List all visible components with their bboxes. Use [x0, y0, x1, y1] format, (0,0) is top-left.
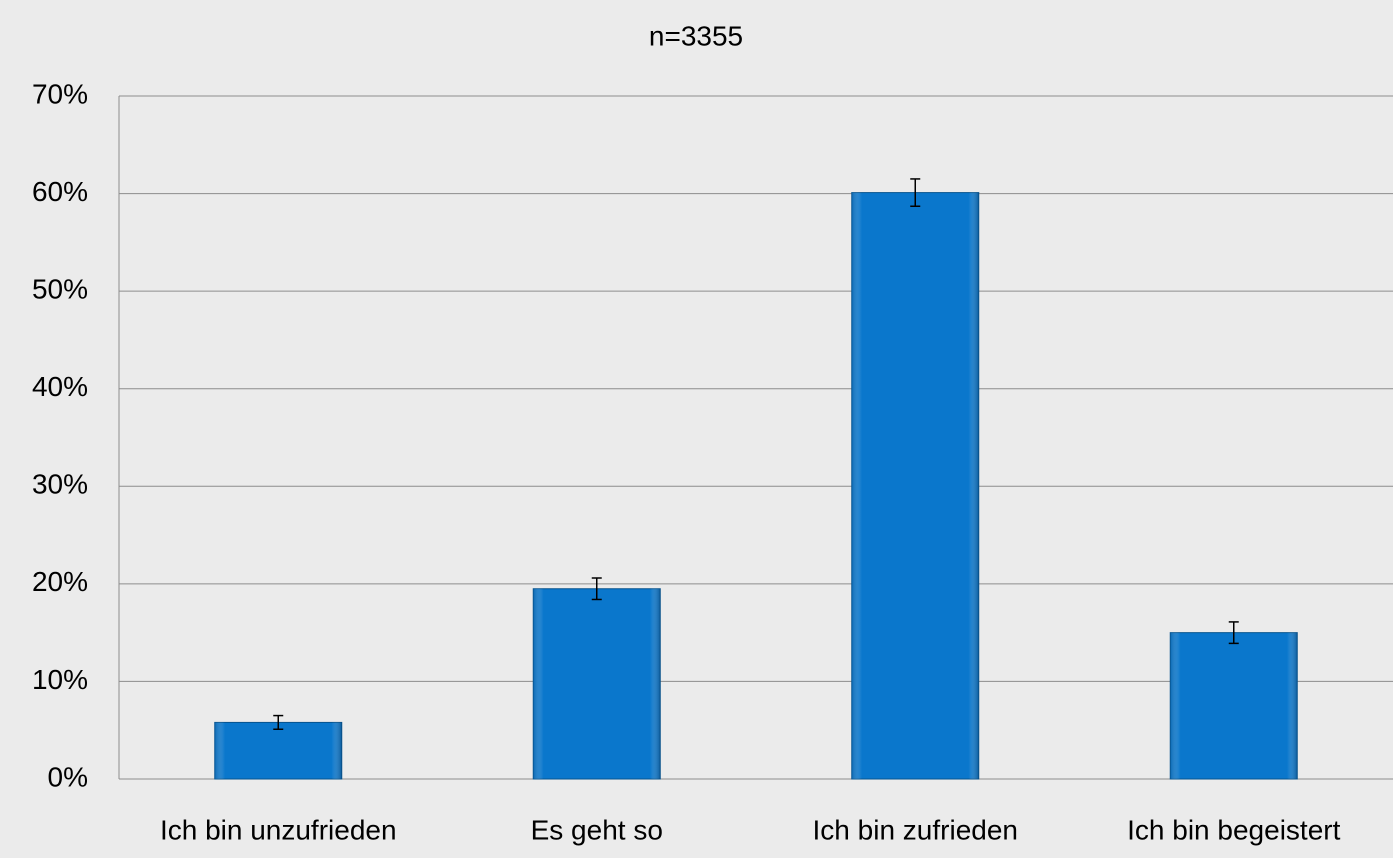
x-tick-label: Ich bin zufrieden	[813, 814, 1018, 845]
y-tick-label: 30%	[32, 469, 88, 500]
y-tick-label: 10%	[32, 664, 88, 695]
bar-shade	[533, 588, 661, 779]
x-tick-label: Ich bin begeistert	[1127, 814, 1340, 845]
y-tick-label: 40%	[32, 371, 88, 402]
x-tick-label: Es geht so	[531, 814, 663, 845]
y-tick-label: 20%	[32, 566, 88, 597]
y-tick-label: 0%	[48, 761, 88, 792]
bar-shade	[851, 192, 979, 780]
bar-shade	[1170, 632, 1298, 779]
bar-shade	[214, 722, 342, 779]
y-tick-label: 70%	[32, 78, 88, 109]
chart-title: n=3355	[649, 20, 743, 51]
x-tick-label: Ich bin unzufrieden	[160, 814, 397, 845]
error-bar	[1228, 621, 1239, 645]
error-bar	[273, 714, 284, 730]
error-bar	[910, 178, 921, 208]
error-bar	[591, 577, 602, 601]
y-tick-label: 60%	[32, 176, 88, 207]
y-tick-label: 50%	[32, 274, 88, 305]
